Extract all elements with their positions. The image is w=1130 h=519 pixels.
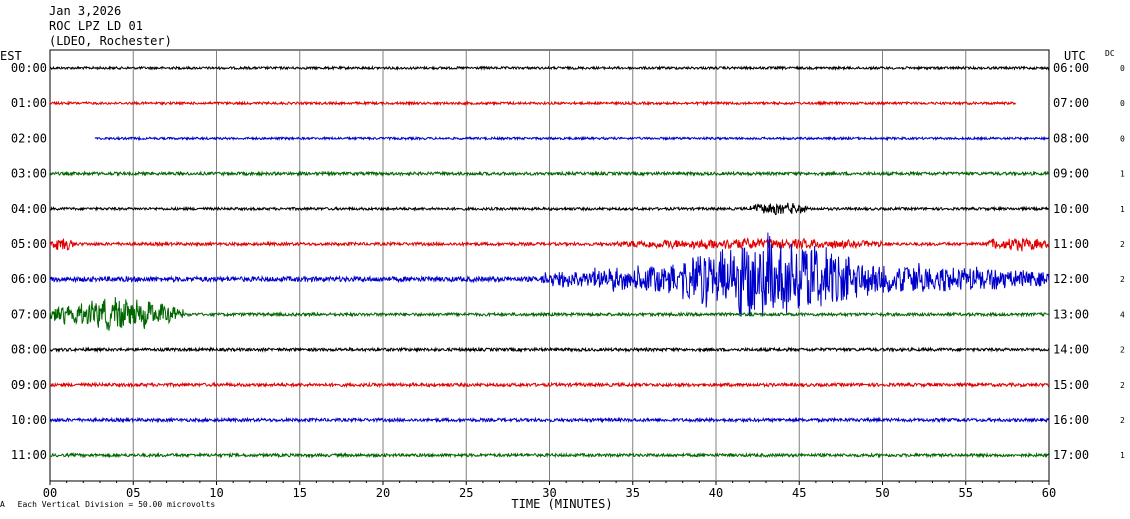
header-network: (LDEO, Rochester) [49,34,172,48]
utc-time-label: 15:00 [1053,378,1089,392]
dc-offset-value: 4 [1120,310,1125,319]
x-ticks: 00 05 10 15 20 25 30 35 40 45 50 55 60 [43,481,1056,500]
dc-offset-value: 0 [1120,64,1125,73]
est-time-label: 02:00 [11,131,47,145]
dc-offset-value: 2 [1120,275,1125,284]
x-tick-label: 60 [1042,486,1056,500]
seismic-trace [49,237,1050,252]
seismic-trace [49,232,1050,317]
utc-header: UTC [1064,49,1086,63]
grid [49,49,1050,482]
seismic-trace [49,381,1050,389]
dc-offset-value: 0 [1120,134,1125,143]
utc-time-label: 12:00 [1053,272,1089,286]
est-time-label: 05:00 [11,237,47,251]
seismic-trace [49,100,1016,107]
utc-time-label: 14:00 [1053,343,1089,357]
seismic-trace [49,64,1050,72]
seismic-trace [49,416,1050,424]
est-time-label: 10:00 [11,413,47,427]
seismic-trace [94,135,1050,142]
x-tick-label: 15 [293,486,307,500]
vertical-division-note: A Each Vertical Division = 50.00 microvo… [0,500,215,509]
seismic-trace [49,296,1050,331]
x-tick-label: 00 [43,486,57,500]
dc-offset-value: 2 [1120,416,1125,425]
seismic-trace [49,170,1050,177]
est-time-label: 01:00 [11,96,47,110]
x-axis-label: TIME (MINUTES) [511,497,612,511]
dc-offset-value: 0 [1120,99,1125,108]
x-tick-label: 20 [376,486,390,500]
dc-offset-value: 2 [1120,381,1125,390]
header-station: ROC LPZ LD 01 [49,19,143,33]
utc-time-label: 07:00 [1053,96,1089,110]
traces [49,64,1050,459]
utc-time-label: 06:00 [1053,61,1089,75]
seismic-trace [49,451,1049,459]
x-tick-label: 35 [626,486,640,500]
est-time-label: 03:00 [11,167,47,181]
utc-time-label: 08:00 [1053,131,1089,145]
est-header: EST [0,49,22,63]
est-time-label: 06:00 [11,272,47,286]
x-tick-label: 25 [459,486,473,500]
est-time-label: 07:00 [11,307,47,321]
utc-time-label: 11:00 [1053,237,1089,251]
footnote-text: Each Vertical Division = 50.00 microvolt… [17,500,216,509]
est-time-label: 00:00 [11,61,47,75]
est-time-label: 09:00 [11,378,47,392]
x-tick-label: 40 [709,486,723,500]
utc-time-label: 10:00 [1053,202,1089,216]
dc-header: DC [1105,49,1115,58]
footnote-mark: A [0,500,5,509]
x-tick-label: 05 [126,486,140,500]
dc-offset-value: 2 [1120,240,1125,249]
est-time-label: 08:00 [11,343,47,357]
est-time-label: 11:00 [11,448,47,462]
seismic-trace [49,346,1050,353]
x-tick-label: 10 [209,486,223,500]
utc-time-label: 09:00 [1053,167,1089,181]
utc-time-label: 17:00 [1053,448,1089,462]
x-tick-label: 45 [792,486,806,500]
dc-offset-value: 2 [1120,346,1125,355]
dc-offset-value: 1 [1120,451,1125,460]
dc-offset-value: 1 [1120,205,1125,214]
x-tick-label: 30 [542,486,556,500]
header-date: Jan 3,2026 [49,4,122,18]
x-tick-label: 50 [875,486,889,500]
utc-time-label: 16:00 [1053,413,1089,427]
utc-time-label: 13:00 [1053,307,1089,321]
dc-offset-value: 1 [1120,170,1125,179]
row-labels: 00:00 06:00 0 01:00 07:00 0 02:00 08:00 0 03:00 09… [11,61,1125,462]
est-time-label: 04:00 [11,202,47,216]
x-tick-label: 55 [959,486,973,500]
seismic-trace [49,202,1049,216]
